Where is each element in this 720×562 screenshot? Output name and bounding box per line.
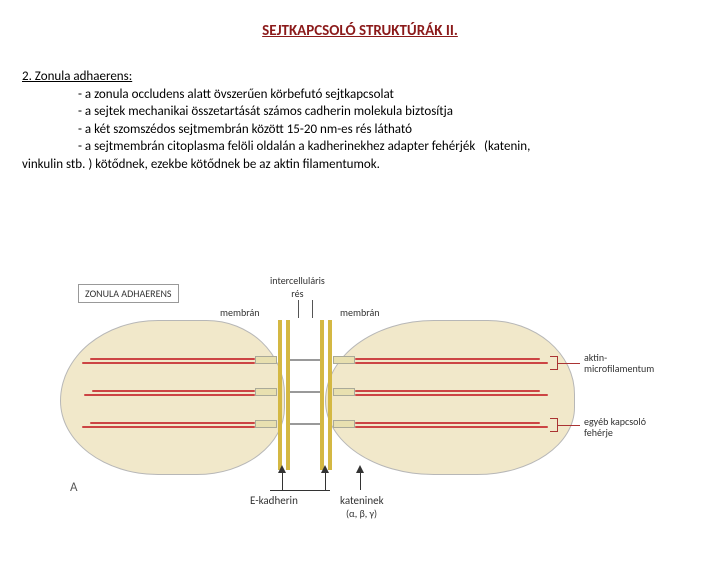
filament (90, 422, 255, 424)
protein-lead-line (558, 425, 580, 426)
filament (84, 394, 255, 396)
filament (355, 426, 548, 428)
panel-letter-a: A (70, 480, 78, 495)
filament (355, 394, 548, 396)
right-cell (325, 320, 575, 475)
actin-bracket (550, 356, 558, 370)
cadherin-link (290, 423, 320, 425)
connector (255, 420, 277, 428)
membrane-2 (286, 320, 290, 470)
gap-line-2 (312, 300, 313, 318)
connector (333, 356, 355, 364)
actin-lead-line (558, 363, 580, 364)
ekadherin-arrow-head (278, 465, 286, 473)
membrane-3 (320, 320, 324, 470)
bullet-4a: - a sejtmembrán citoplasma felöli oldalá… (78, 138, 698, 156)
bullet-2: - a sejtek mechanikai összetartását szám… (78, 103, 698, 121)
ekadherin-arrow-head-2 (321, 465, 329, 473)
filament (355, 422, 540, 424)
bullet-1: - a zonula occludens alatt övszerűen kör… (78, 86, 698, 104)
filament (90, 358, 255, 360)
connector (333, 388, 355, 396)
zonula-adhaerens-label-box: ZONULA ADHAERENS (78, 284, 179, 303)
connector (255, 356, 277, 364)
filament (82, 426, 255, 428)
kateninek-label: kateninek (340, 494, 384, 507)
filament (92, 390, 255, 392)
protein-bracket (550, 418, 558, 432)
membrane-label-left: membrán (220, 306, 260, 319)
zonula-adhaerens-diagram: ZONULA ADHAERENS intercelluláris rés mem… (70, 280, 650, 530)
ekadherin-arrow-shaft (282, 472, 283, 490)
e-kadherin-label: E-kadherin (250, 494, 298, 507)
connector (255, 388, 277, 396)
filament (82, 362, 255, 364)
filament (355, 358, 540, 360)
cadherin-link (290, 391, 320, 393)
ekadherin-join (270, 490, 330, 491)
membrane-4 (328, 320, 332, 470)
bullet-3: - a két szomszédos sejtmembrán között 15… (78, 121, 698, 139)
intercellular-gap-label: intercelluláris rés (270, 274, 325, 300)
ekadherin-arrow-shaft-2 (325, 472, 326, 490)
membrane-1 (278, 320, 282, 470)
filament (355, 390, 540, 392)
membrane-label-right: membrán (340, 306, 380, 319)
page-title: SEJTKAPCSOLÓ STRUKTÚRÁK II. (0, 22, 720, 40)
body-text-block: 2. Zonula adhaerens: - a zonula occluden… (22, 68, 698, 173)
kateninek-sub-label: (α, β, γ) (346, 507, 377, 520)
connector (333, 420, 355, 428)
section-heading: 2. Zonula adhaerens: (22, 68, 698, 86)
left-cell (60, 320, 285, 475)
katenin-arrow-shaft (360, 472, 361, 490)
cadherin-link (290, 359, 320, 361)
katenin-arrow-head (356, 465, 364, 473)
bullet-4b: vinkulin stb. ) kötődnek, ezekbe kötődne… (22, 156, 698, 174)
gap-line-1 (298, 300, 299, 318)
filament (355, 362, 548, 364)
actin-label: aktin- microfilamentum (584, 352, 654, 374)
other-protein-label: egyéb kapcsoló fehérje (584, 416, 646, 438)
